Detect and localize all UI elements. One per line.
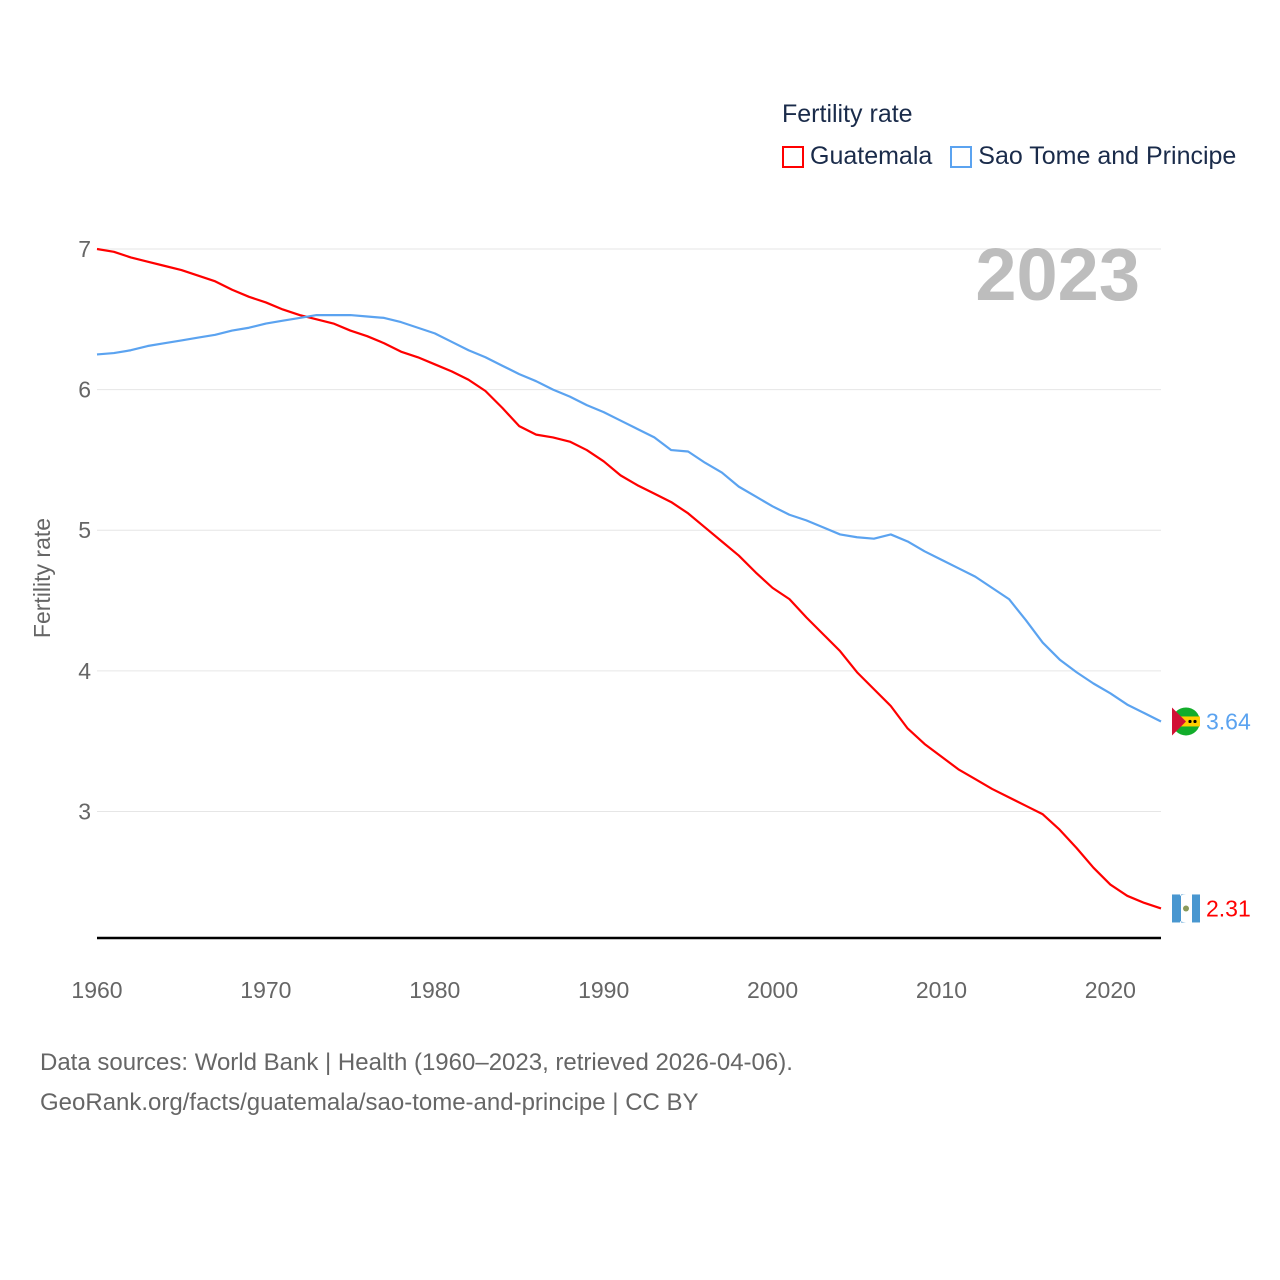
end-value-label: 2.31	[1206, 895, 1251, 921]
series-line-sao-tome	[96, 313, 1162, 723]
x-tick-label: 2010	[916, 977, 967, 1003]
y-tick-label: 4	[78, 658, 91, 684]
legend-title: Fertility rate	[782, 100, 913, 128]
y-tick-label: 7	[78, 236, 91, 262]
end-value-label: 3.64	[1206, 708, 1251, 734]
footer: Data sources: World Bank | Health (1960–…	[40, 1043, 793, 1123]
legend-swatch-guatemala	[782, 145, 804, 168]
x-tick-label: 2020	[1085, 977, 1136, 1003]
x-tick-label: 1980	[409, 977, 460, 1003]
y-tick-label: 3	[78, 798, 91, 824]
y-axis-title: Fertility rate	[29, 518, 55, 638]
legend-swatch-sao-tome	[950, 145, 973, 168]
year-label: 2023	[975, 233, 1140, 316]
sao-tome-flag-icon	[1172, 707, 1200, 736]
footer-link[interactable]: GeoRank.org/facts/guatemala/sao-tome-and…	[40, 1089, 699, 1116]
x-tick-label: 1970	[240, 977, 291, 1003]
x-tick-label: 2000	[747, 977, 798, 1003]
x-tick-label: 1990	[578, 977, 629, 1003]
legend-item-guatemala[interactable]: Guatemala	[782, 142, 932, 171]
footer-sources: Data sources: World Bank | Health (1960–…	[40, 1049, 793, 1076]
legend-label: Sao Tome and Principe	[978, 142, 1237, 170]
y-tick-label: 5	[78, 517, 91, 543]
y-tick-label: 6	[78, 377, 91, 403]
legend-label: Guatemala	[810, 142, 933, 170]
legend: Guatemala Sao Tome and Principe	[782, 142, 1236, 171]
x-tick-label: 1960	[71, 977, 122, 1003]
legend-item-sao-tome[interactable]: Sao Tome and Principe	[950, 142, 1236, 171]
guatemala-flag-icon	[1172, 894, 1200, 923]
series-line-guatemala	[96, 247, 1162, 910]
